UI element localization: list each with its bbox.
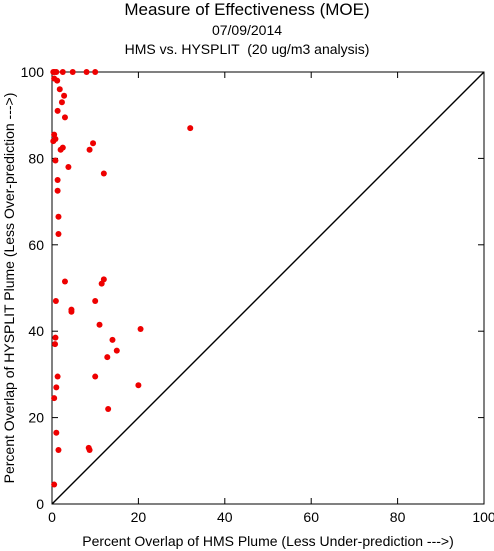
x-tick-label: 100 — [472, 509, 494, 525]
plot-frame — [51, 71, 485, 505]
data-point — [54, 373, 61, 380]
data-point — [54, 187, 61, 194]
data-point — [55, 213, 62, 220]
y-tick-label: 100 — [21, 64, 45, 80]
data-point — [54, 77, 61, 84]
data-point — [137, 326, 144, 333]
data-point — [61, 114, 68, 121]
data-point — [53, 429, 60, 436]
data-point — [50, 138, 57, 145]
y-tick-label: 20 — [28, 410, 44, 426]
y-tick-label: 60 — [28, 237, 44, 253]
data-point — [69, 69, 76, 75]
data-point — [53, 384, 60, 391]
data-point — [52, 297, 59, 304]
data-point — [61, 278, 68, 285]
x-axis-label: Percent Overlap of HMS Plume (Less Under… — [82, 533, 454, 549]
data-point — [98, 280, 105, 287]
data-point — [54, 107, 61, 114]
data-point — [51, 481, 58, 488]
data-point — [52, 334, 59, 341]
data-point — [58, 99, 65, 106]
data-point — [52, 341, 59, 348]
chart-date: 07/09/2014 — [211, 22, 283, 38]
data-point — [65, 164, 72, 171]
data-point — [92, 297, 99, 304]
data-point — [96, 321, 103, 328]
y-tick-label: 40 — [28, 323, 44, 339]
data-point — [92, 373, 99, 380]
y-axis-label: Percent Overlap of HYSPLIT Plume (Less O… — [1, 93, 17, 484]
x-tick-label: 20 — [131, 509, 147, 525]
data-point — [51, 395, 58, 402]
x-tick-label: 0 — [48, 509, 56, 525]
reference-line — [51, 71, 485, 505]
data-point — [57, 146, 64, 153]
data-point — [86, 447, 93, 453]
data-point — [90, 140, 97, 147]
data-point — [83, 69, 90, 75]
x-tick-label: 60 — [303, 509, 319, 525]
data-point — [100, 170, 107, 177]
chart-title: Measure of Effectiveness (MOE) — [124, 0, 370, 19]
data-point — [86, 146, 93, 153]
data-point — [68, 308, 75, 315]
data-point — [53, 69, 60, 75]
y-tick-label: 80 — [28, 150, 44, 166]
chart-subtitle: HMS vs. HYSPLIT (20 ug/m3 analysis) — [124, 41, 370, 57]
data-point — [55, 231, 62, 237]
data-point — [59, 69, 66, 75]
data-point — [187, 125, 194, 132]
data-point — [109, 336, 116, 343]
data-point — [135, 382, 142, 389]
x-tick-label: 80 — [390, 509, 406, 525]
data-point — [61, 92, 68, 99]
data-point — [113, 347, 120, 354]
data-point — [56, 86, 63, 93]
data-point — [54, 177, 61, 183]
data-point — [105, 405, 112, 412]
y-tick-label: 0 — [36, 496, 44, 512]
data-point — [55, 447, 62, 453]
data-point — [92, 69, 99, 75]
data-point — [52, 157, 59, 164]
x-tick-label: 40 — [217, 509, 233, 525]
data-point — [104, 354, 111, 361]
